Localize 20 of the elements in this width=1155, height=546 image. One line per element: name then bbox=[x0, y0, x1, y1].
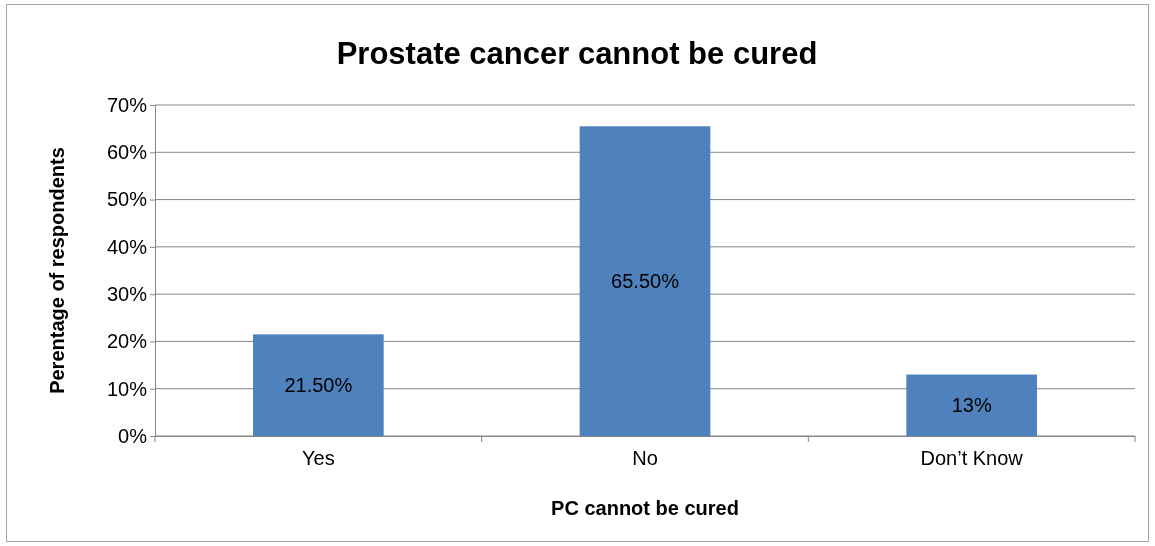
bar bbox=[906, 374, 1037, 436]
x-tick-label: No bbox=[632, 447, 658, 469]
y-tick-label: 10% bbox=[106, 377, 148, 400]
y-tick-label: 50% bbox=[106, 188, 148, 211]
y-axis-title: Perentage of respondents bbox=[46, 147, 68, 394]
y-tick-label: 60% bbox=[106, 141, 148, 164]
y-tick-label: 40% bbox=[106, 235, 148, 258]
x-tick-label: Don’t Know bbox=[920, 447, 1024, 469]
x-tick-label: Yes bbox=[302, 447, 335, 469]
y-tick-label: 70% bbox=[106, 93, 148, 116]
bar bbox=[253, 334, 384, 436]
bar bbox=[579, 126, 711, 436]
data-label: 13% bbox=[951, 394, 992, 417]
y-tick-label: 0% bbox=[118, 424, 148, 447]
y-tick-label: 20% bbox=[106, 330, 148, 353]
chart-title: Prostate cancer cannot be cured bbox=[336, 36, 818, 71]
data-label: 65.50% bbox=[611, 270, 680, 293]
data-label: 21.50% bbox=[284, 374, 353, 397]
y-tick-label: 30% bbox=[106, 283, 148, 306]
x-axis-title: PC cannot be cured bbox=[551, 497, 739, 519]
